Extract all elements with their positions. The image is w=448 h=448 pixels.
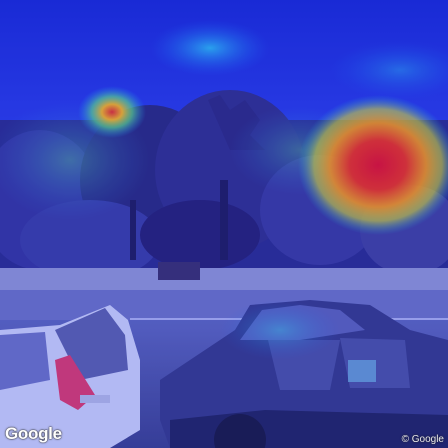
car-glow <box>220 300 340 360</box>
sky-glow-right <box>330 40 448 100</box>
google-logo: Google <box>5 424 62 443</box>
heat-hotspot-right <box>298 95 448 235</box>
white-car <box>0 305 140 448</box>
bench <box>158 262 200 280</box>
copyright-label: © Google <box>401 434 444 445</box>
heat-hotspot-left <box>78 86 146 138</box>
low-wall <box>0 268 448 290</box>
sky-glow <box>150 20 270 76</box>
